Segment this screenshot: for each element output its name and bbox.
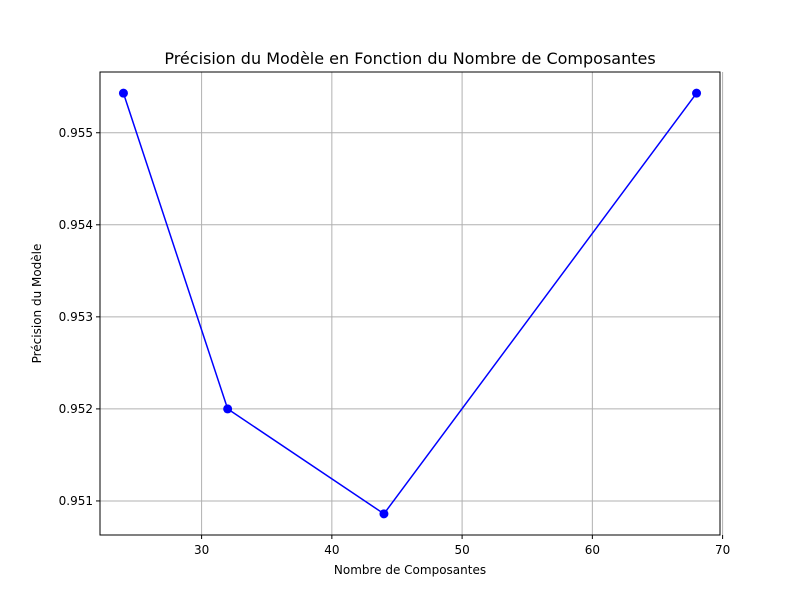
data-point <box>223 404 233 414</box>
x-tick-label: 60 <box>585 543 600 557</box>
y-tick-label: 0.955 <box>59 126 93 140</box>
y-tick-label: 0.951 <box>59 494 93 508</box>
x-tick-label: 30 <box>194 543 209 557</box>
y-tick-label: 0.952 <box>59 402 93 416</box>
y-tick-label: 0.953 <box>59 310 93 324</box>
series <box>118 88 702 519</box>
plot-frame <box>99 71 721 536</box>
grid <box>100 72 724 535</box>
series-line <box>122 92 698 515</box>
x-axis-label: Nombre de Composantes <box>334 563 486 577</box>
y-axis-label: Précision du Modèle <box>30 244 44 364</box>
x-tick-label: 70 <box>715 543 730 557</box>
ticks: 30 40 50 60 70 0.951 0.952 0.953 0.954 0.955 <box>59 126 731 557</box>
y-tick-label: 0.954 <box>59 218 93 232</box>
data-point <box>118 88 128 98</box>
data-point <box>379 509 389 519</box>
x-tick-label: 50 <box>454 543 469 557</box>
chart-title: Précision du Modèle en Fonction du Nombr… <box>164 49 655 68</box>
data-point <box>692 88 702 98</box>
x-tick-label: 40 <box>324 543 339 557</box>
